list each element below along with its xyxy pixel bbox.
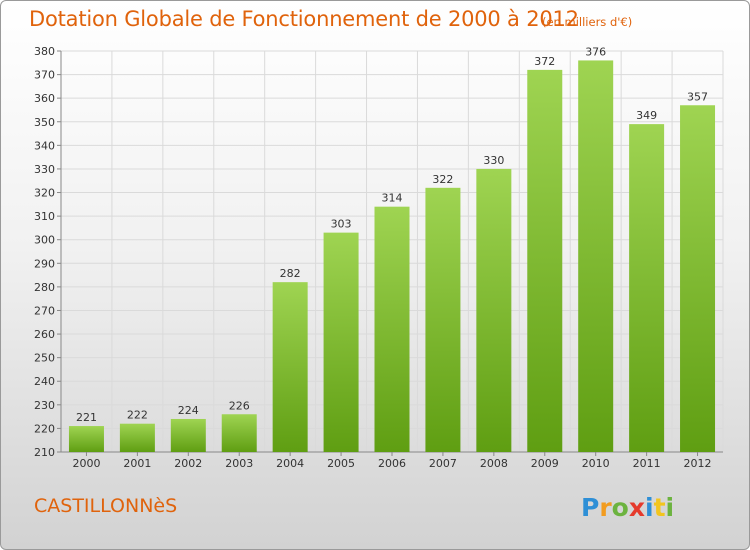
bars (68, 60, 716, 453)
proxiti-logo: Proxiti (581, 493, 674, 522)
data-label: 282 (280, 267, 301, 280)
data-label: 330 (483, 154, 504, 167)
y-tick-label: 300 (34, 234, 55, 247)
y-tick-label: 230 (34, 399, 55, 412)
commune-name: CASTILLONNèS (34, 495, 178, 517)
bar (578, 60, 614, 452)
y-tick-label: 240 (34, 375, 55, 388)
x-tick-label: 2005 (327, 457, 355, 470)
data-label: 376 (585, 45, 606, 58)
y-tick-label: 210 (34, 446, 55, 459)
x-tick-label: 2001 (123, 457, 151, 470)
svg-text:Proxiti: Proxiti (581, 493, 674, 522)
bar (68, 426, 104, 452)
y-tick-label: 340 (34, 139, 55, 152)
y-tick-label: 280 (34, 281, 55, 294)
data-label: 221 (76, 411, 97, 424)
data-label: 224 (178, 404, 199, 417)
y-tick-label: 220 (34, 422, 55, 435)
x-tick-label: 2004 (276, 457, 304, 470)
bar (476, 168, 512, 453)
chart-title: Dotation Globale de Fonctionnement de 20… (29, 7, 579, 31)
data-label: 222 (127, 409, 148, 422)
y-tick-label: 350 (34, 116, 55, 129)
bar (680, 105, 716, 453)
y-tick-label: 380 (34, 45, 55, 58)
y-tick-label: 370 (34, 69, 55, 82)
x-tick-label: 2003 (225, 457, 253, 470)
data-label: 349 (636, 109, 657, 122)
bar (425, 187, 461, 452)
x-tick-label: 2002 (174, 457, 202, 470)
chart-subtitle: (en milliers d'€) (542, 15, 633, 29)
y-tick-label: 310 (34, 210, 55, 223)
data-label: 303 (331, 218, 352, 231)
y-tick-label: 260 (34, 328, 55, 341)
y-tick-label: 360 (34, 92, 55, 105)
x-tick-label: 2010 (582, 457, 610, 470)
data-label: 322 (432, 173, 453, 186)
y-tick-label: 320 (34, 187, 55, 200)
bar (170, 418, 206, 452)
data-label: 226 (229, 399, 250, 412)
y-tick-label: 250 (34, 352, 55, 365)
y-tick-label: 290 (34, 257, 55, 270)
data-labels: 221 222 224 226 282 303 314 322 330 372 376 349 357 (76, 45, 708, 424)
data-label: 357 (687, 90, 708, 103)
bar (629, 124, 665, 452)
bar (119, 423, 155, 452)
x-tick-label: 2006 (378, 457, 406, 470)
data-label: 314 (382, 192, 403, 205)
bar (221, 414, 257, 452)
bar (374, 206, 410, 452)
x-tick-label: 2012 (684, 457, 712, 470)
x-tick-label: 2009 (531, 457, 559, 470)
data-label: 372 (534, 55, 555, 68)
x-tick-label: 2011 (633, 457, 661, 470)
x-tick-label: 2007 (429, 457, 457, 470)
bar (527, 69, 563, 452)
y-tick-label: 270 (34, 304, 55, 317)
x-tick-label: 2008 (480, 457, 508, 470)
bar (323, 232, 359, 452)
axes: 210 220 230 240 250 260 270 280 290 300 310 320 330 3… (34, 45, 723, 470)
y-tick-label: 330 (34, 163, 55, 176)
bar (272, 282, 308, 452)
x-tick-label: 2000 (72, 457, 100, 470)
